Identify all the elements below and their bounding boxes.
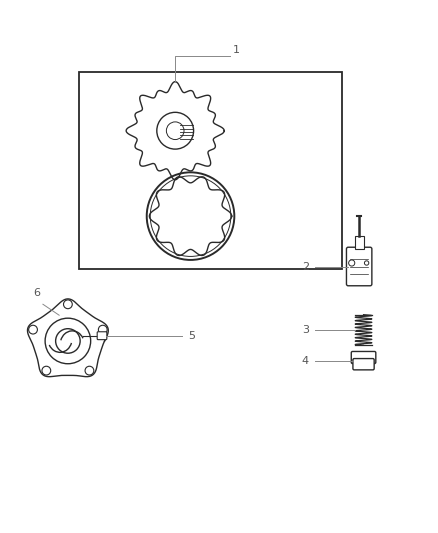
Bar — [355, 236, 364, 249]
FancyBboxPatch shape — [97, 332, 107, 340]
FancyBboxPatch shape — [351, 351, 376, 364]
FancyBboxPatch shape — [346, 247, 372, 286]
Text: 1: 1 — [233, 45, 240, 55]
Text: 5: 5 — [188, 330, 195, 341]
Bar — [79, 71, 342, 269]
Text: 6: 6 — [34, 288, 41, 298]
Text: 4: 4 — [302, 356, 309, 366]
Text: 3: 3 — [302, 325, 309, 335]
FancyBboxPatch shape — [353, 359, 374, 370]
Text: 2: 2 — [302, 262, 309, 271]
